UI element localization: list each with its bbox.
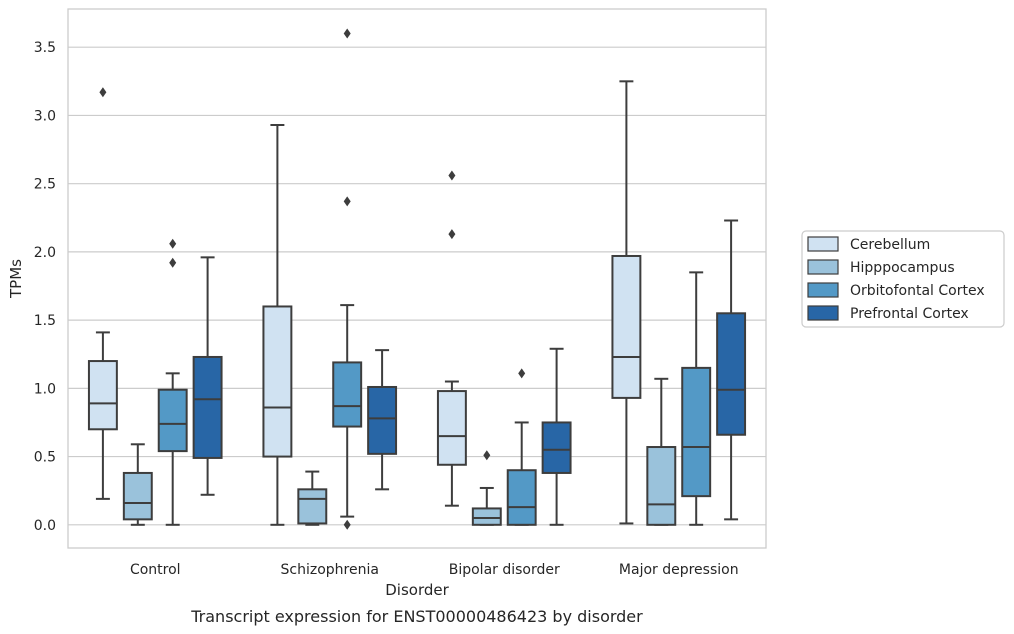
box-iqr [541,421,572,474]
legend-label: Prefrontal Cortex [850,306,969,322]
y-axis-label: TPMs [7,259,25,299]
box-iqr [367,385,398,455]
outlier-point [483,450,491,461]
box-iqr [506,469,537,526]
box-cerebellum [262,123,293,526]
box-iqr [192,355,223,459]
x-tick-label: Bipolar disorder [449,562,560,578]
box-orbitofontal-cortex [332,28,363,530]
outlier-point [169,257,177,268]
y-tick-label: 0.0 [34,518,56,534]
x-tick-label: Schizophrenia [281,562,379,578]
legend-label: Hipppocampus [850,260,955,276]
box-hipppocampus [122,443,153,526]
outlier-point [518,368,526,379]
box-prefrontal-cortex [541,347,572,526]
y-tick-label: 3.5 [34,40,56,56]
box-iqr [681,366,712,498]
outlier-point [99,87,107,98]
box-prefrontal-cortex [192,256,223,496]
box-iqr [297,488,328,525]
box-cerebellum [611,80,642,525]
legend: Cerebellum Hipppocampus Orbitofontal Corte… [801,230,1005,328]
legend-swatch [807,282,839,298]
outlier-point [169,238,177,249]
y-tick-label: 1.0 [34,381,56,397]
box-orbitofontal-cortex [157,238,188,526]
outlier-point [448,170,456,181]
box-hipppocampus [646,377,677,526]
box-iqr [262,305,293,458]
box-orbitofontal-cortex [506,368,537,526]
y-tick-label: 0.5 [34,450,56,466]
outlier-point [343,196,351,207]
y-tick-label: 3.0 [34,108,56,124]
outlier-point [343,519,351,530]
y-tick-label: 2.0 [34,245,56,261]
box-iqr [122,471,153,521]
outlier-point [343,28,351,39]
box-iqr [332,361,363,428]
box-hipppocampus [297,470,328,526]
box-iqr [471,507,502,526]
legend-label: Cerebellum [850,237,930,253]
gridlines [68,46,766,526]
x-axis-label: Disorder [385,581,449,599]
box-cerebellum [87,87,118,500]
chart-caption: Transcript expression for ENST0000048642… [190,607,643,626]
legend-swatch [807,259,839,275]
box-iqr [157,388,188,453]
x-tick-labels: Control Schizophrenia Bipolar disorder Majo… [130,562,739,578]
box-prefrontal-cortex [367,349,398,491]
y-tick-labels: 0.0 0.5 1.0 1.5 2.0 2.5 3.0 3.5 [34,40,56,534]
box-iqr [716,312,747,436]
box-prefrontal-cortex [716,219,747,521]
box-iqr [436,390,467,466]
plot-frame [67,8,767,549]
box-hipppocampus [471,450,502,526]
box-cerebellum [436,170,467,507]
box-iqr [646,446,677,526]
x-tick-label: Major depression [619,562,739,578]
box-orbitofontal-cortex [681,271,712,526]
box-iqr [611,254,642,399]
outlier-point [448,229,456,240]
y-tick-label: 2.5 [34,177,56,193]
x-tick-label: Control [130,562,181,578]
boxes [87,28,747,530]
legend-label: Orbitofontal Cortex [850,283,985,299]
y-tick-label: 1.5 [34,313,56,329]
legend-frame [801,230,1005,328]
legend-swatch [807,305,839,321]
box-iqr [87,360,118,431]
legend-swatch [807,236,839,252]
